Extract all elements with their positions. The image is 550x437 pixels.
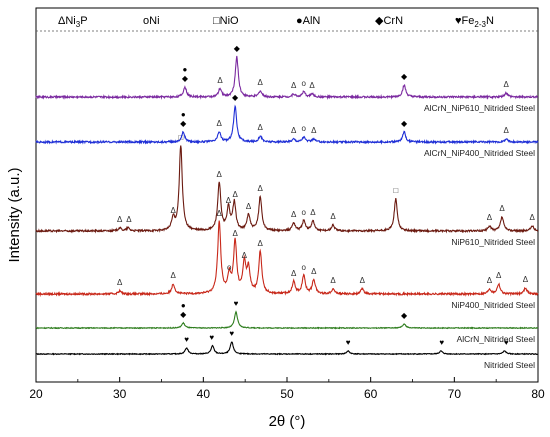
series-label: Nitrided Steel	[484, 360, 535, 370]
peak-marker: ◆	[180, 119, 187, 128]
peak-marker: Δ	[529, 213, 535, 222]
x-axis-label: 2θ (°)	[269, 413, 306, 430]
peak-marker: o	[302, 79, 307, 88]
peak-marker: Δ	[309, 81, 315, 90]
peak-marker: Δ	[291, 126, 297, 135]
peak-marker: Δ	[246, 202, 252, 211]
peak-marker: ♥	[229, 329, 234, 338]
legend-item: ♥Fe2-3N	[455, 15, 494, 29]
peak-marker: ●	[181, 301, 186, 310]
peak-marker: Δ	[232, 190, 238, 199]
x-tick-label: 60	[364, 387, 378, 401]
legend-item: ●AlN	[296, 15, 320, 27]
peak-marker: Δ	[360, 276, 366, 285]
peak-marker: ◆	[401, 119, 408, 128]
x-tick-label: 20	[29, 387, 43, 401]
peak-marker: ♥	[209, 333, 214, 342]
peak-marker: Δ	[117, 278, 123, 287]
series-label: AlCrN_Nitrided Steel	[457, 334, 536, 344]
series-line	[35, 55, 539, 100]
peak-marker: ♥	[234, 299, 239, 308]
legend-item: ΔNi3P	[58, 15, 88, 29]
peak-marker: Δ	[487, 276, 493, 285]
peak-marker: Δ	[291, 269, 297, 278]
peak-marker: ●	[183, 65, 188, 74]
peak-marker: ◆	[401, 72, 408, 81]
series-line	[35, 145, 539, 234]
peak-marker: ●	[181, 110, 186, 119]
peak-marker: Δ	[242, 251, 248, 260]
peak-marker: ♥	[346, 338, 351, 347]
plot-area: Nitrided Steel♥ ♥ ♥♥ ♥ ♥AlCrN_Nitrided Steel…	[35, 7, 539, 383]
x-tick-label: 40	[197, 387, 211, 401]
series-line	[35, 104, 539, 145]
peak-marker: Δ	[504, 126, 510, 135]
peak-marker: Δ	[258, 184, 264, 193]
peak-marker: Δ	[330, 276, 336, 285]
plot-frame	[35, 7, 539, 383]
peak-marker: Δ	[311, 267, 317, 276]
peak-marker: Δ	[523, 275, 529, 284]
peak-marker: Δ	[330, 212, 336, 221]
peak-marker: Δ	[291, 210, 297, 219]
series-line	[35, 341, 539, 356]
peak-marker: Δ	[126, 215, 132, 224]
peak-marker: Δ	[232, 229, 238, 238]
series-label: NiP610_Nitrided Steel	[451, 237, 535, 247]
peak-marker: Δ	[217, 209, 223, 218]
series-label: AlCrN_NiP610_Nitrided Steel	[424, 103, 535, 113]
peak-marker: Δ	[496, 271, 502, 280]
legend: ΔNi3P oNi □NiO ●AlN ◆CrN ♥Fe2-3N	[58, 15, 494, 29]
peak-marker: o	[302, 263, 307, 272]
legend-item: oNi	[143, 15, 160, 27]
x-tick-label: 70	[448, 387, 462, 401]
peak-marker: o	[302, 208, 307, 217]
peak-marker: ◆	[182, 74, 189, 83]
peak-marker: o	[302, 124, 307, 133]
peak-marker: ◆	[234, 44, 241, 53]
x-tick-label: 50	[280, 387, 294, 401]
legend-item: □NiO	[213, 15, 239, 27]
legend-item: ◆CrN	[375, 15, 403, 27]
x-axis: 20 30 40 50 60 70 80	[29, 377, 545, 401]
peak-marker: □	[393, 186, 398, 195]
peak-marker: Δ	[217, 119, 223, 128]
peak-marker: Δ	[258, 123, 264, 132]
peak-marker: Δ	[311, 126, 317, 135]
peak-marker: Δ	[487, 213, 493, 222]
peak-marker: ♥	[504, 338, 509, 347]
peak-marker: ◆	[180, 310, 187, 319]
peak-marker: ◆	[401, 311, 408, 320]
x-tick-label: 80	[531, 387, 545, 401]
peak-marker: Δ	[504, 80, 510, 89]
peak-marker: Δ	[310, 208, 316, 217]
peak-marker: Δ	[291, 81, 297, 90]
series-label: NiP400_Nitrided Steel	[451, 300, 535, 310]
x-tick-label: 30	[113, 387, 127, 401]
series-line	[35, 310, 539, 330]
peak-marker: ♥	[439, 338, 444, 347]
peak-marker: Δ	[226, 196, 232, 205]
peak-marker: Δ	[217, 170, 223, 179]
peak-marker: ♥	[184, 335, 189, 344]
y-axis-label: Intensity (a.u.)	[6, 167, 23, 262]
peak-marker: Δ	[171, 271, 177, 280]
peak-marker: o	[227, 263, 232, 272]
series-1: AlCrN_Nitrided Steel◆● ♥◆	[35, 299, 539, 344]
series-line	[35, 220, 539, 298]
peak-marker: Δ	[258, 239, 264, 248]
peak-marker: ◆	[232, 93, 239, 102]
peak-marker: Δ	[117, 215, 123, 224]
peak-marker: Δ	[217, 76, 223, 85]
peak-marker: Δ	[258, 78, 264, 87]
series-0: Nitrided Steel ♥ ♥ ♥ ♥ ♥ ♥	[35, 329, 539, 370]
peak-marker: Δ	[171, 206, 177, 215]
peak-marker: Δ	[499, 204, 505, 213]
series-label: AlCrN_NiP400_Nitrided Steel	[424, 148, 535, 158]
